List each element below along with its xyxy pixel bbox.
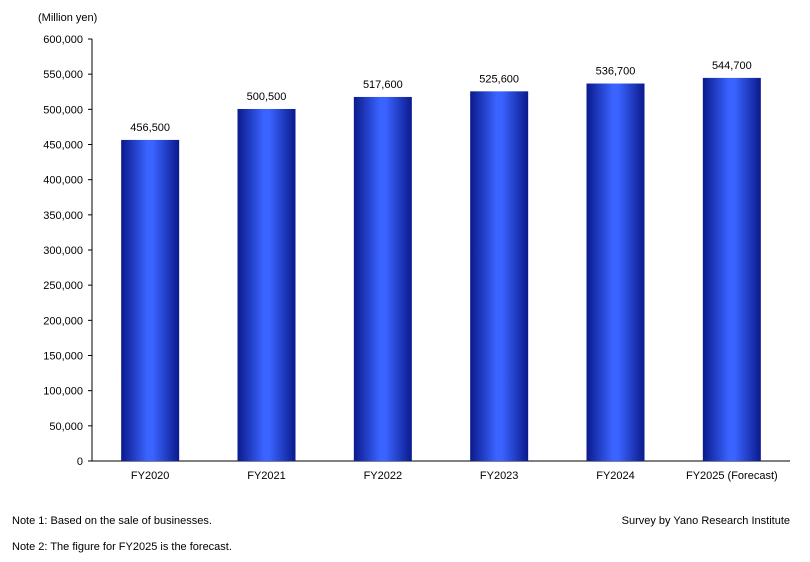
bar-value-label: 517,600: [363, 79, 403, 91]
y-tick-label: 400,000: [43, 175, 83, 187]
y-tick-label: 500,000: [43, 104, 83, 116]
footnote-2: Note 2: The figure for FY2025 is the for…: [12, 541, 232, 553]
bar-value-label: 544,700: [712, 60, 752, 72]
y-tick-label: 350,000: [43, 210, 83, 222]
x-tick-label: FY2023: [480, 470, 519, 482]
x-tick-label: FY2021: [247, 470, 286, 482]
y-tick-label: 200,000: [43, 315, 83, 327]
y-tick-label: 600,000: [43, 34, 83, 46]
y-tick-label: 300,000: [43, 245, 83, 257]
footnote-1: Note 1: Based on the sale of businesses.: [12, 515, 212, 527]
y-axis-unit-label: (Million yen): [38, 12, 98, 24]
x-tick-label: FY2024: [596, 470, 635, 482]
y-tick-label: 50,000: [49, 421, 83, 433]
bar: [586, 83, 645, 462]
bar-value-label: 456,500: [130, 122, 170, 134]
x-tick-label: FY2020: [131, 470, 170, 482]
x-axis: FY2020 FY2021 FY2022 FY2023 FY2024 FY2025 (Fo…: [92, 460, 790, 482]
bar: [237, 108, 296, 462]
bars: 456,500 500,500 517,600 525,600 536,700 544,7…: [121, 60, 761, 462]
y-tick-label: 250,000: [43, 280, 83, 292]
y-tick-label: 100,000: [43, 386, 83, 398]
bar: [702, 77, 761, 461]
source-credit: Survey by Yano Research Institute: [621, 515, 790, 527]
x-tick-label: FY2025 (Forecast): [686, 470, 778, 482]
y-tick-label: 150,000: [43, 351, 83, 363]
bar: [470, 91, 529, 461]
x-tick-label: FY2022: [364, 470, 403, 482]
bar: [353, 96, 412, 462]
bar-value-label: 525,600: [479, 73, 519, 85]
bar-value-label: 500,500: [247, 91, 287, 103]
y-tick-label: 550,000: [43, 69, 83, 81]
y-tick-label: 0: [77, 456, 83, 468]
bar-chart: 0 50,000 100,000 150,000 200,000 250,000 300,0…: [43, 34, 790, 482]
y-tick-label: 450,000: [43, 140, 83, 152]
bar: [121, 139, 180, 461]
y-axis: 0 50,000 100,000 150,000 200,000 250,000 300,0…: [43, 34, 93, 468]
bar-value-label: 536,700: [596, 66, 636, 78]
